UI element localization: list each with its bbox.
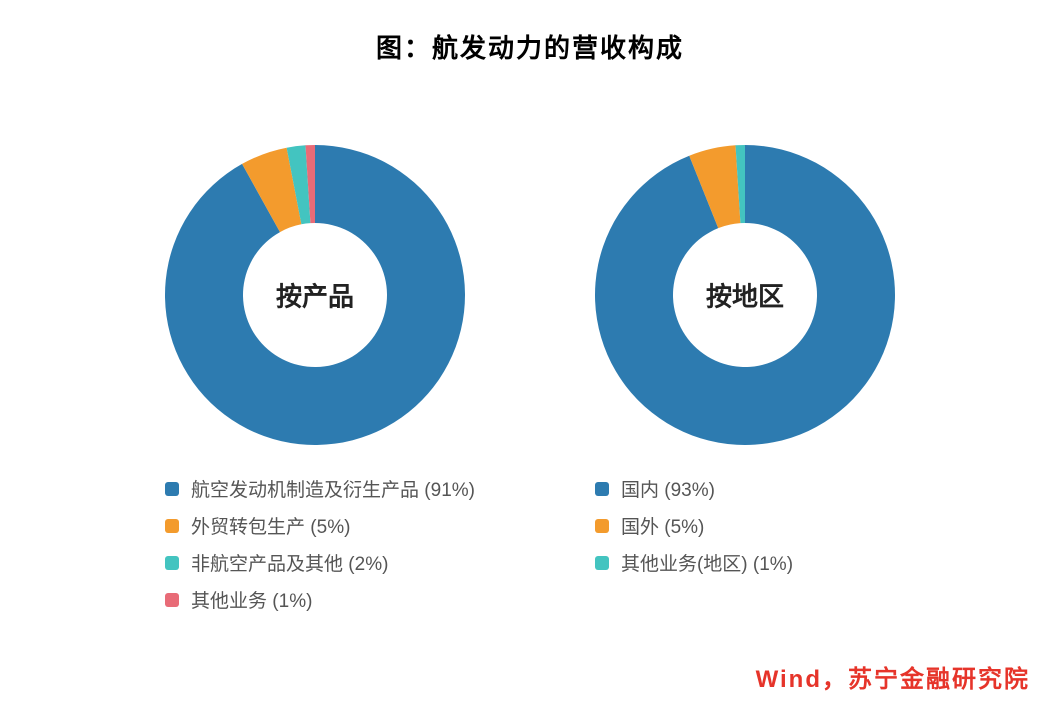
donut-center-label-region: 按地区: [706, 277, 784, 314]
legend-item: 非航空产品及其他 (2%): [165, 549, 475, 576]
legend-swatch: [165, 593, 179, 607]
legend-by-product: 航空发动机制造及衍生产品 (91%) 外贸转包生产 (5%) 非航空产品及其他 (2…: [165, 475, 475, 613]
legend-item: 国外 (5%): [595, 512, 793, 539]
donut-center-label-product: 按产品: [276, 277, 354, 314]
legend-by-region: 国内 (93%) 国外 (5%) 其他业务(地区) (1%): [595, 475, 793, 576]
legend-item: 国内 (93%): [595, 475, 793, 502]
legend-item: 外贸转包生产 (5%): [165, 512, 475, 539]
chart-title: 图：航发动力的营收构成: [0, 0, 1060, 65]
legend-label: 非航空产品及其他 (2%): [191, 549, 388, 576]
legend-item: 其他业务 (1%): [165, 586, 475, 613]
chart-by-region: 按地区 国内 (93%) 国外 (5%) 其他业务(地区) (1%): [595, 145, 895, 613]
legend-swatch: [595, 519, 609, 533]
legend-swatch: [165, 556, 179, 570]
legend-label: 国内 (93%): [621, 475, 715, 502]
legend-swatch: [595, 556, 609, 570]
chart-by-product: 按产品 航空发动机制造及衍生产品 (91%) 外贸转包生产 (5%) 非航空产品及其…: [165, 145, 475, 613]
donut-by-region: 按地区: [595, 145, 895, 445]
legend-item: 其他业务(地区) (1%): [595, 549, 793, 576]
legend-label: 其他业务(地区) (1%): [621, 549, 793, 576]
source-attribution: Wind，苏宁金融研究院: [756, 659, 1030, 694]
legend-swatch: [165, 482, 179, 496]
legend-label: 其他业务 (1%): [191, 586, 312, 613]
legend-label: 航空发动机制造及衍生产品 (91%): [191, 475, 475, 502]
legend-item: 航空发动机制造及衍生产品 (91%): [165, 475, 475, 502]
charts-row: 按产品 航空发动机制造及衍生产品 (91%) 外贸转包生产 (5%) 非航空产品及其…: [0, 145, 1060, 613]
legend-swatch: [165, 519, 179, 533]
legend-swatch: [595, 482, 609, 496]
donut-by-product: 按产品: [165, 145, 465, 445]
legend-label: 外贸转包生产 (5%): [191, 512, 350, 539]
legend-label: 国外 (5%): [621, 512, 704, 539]
